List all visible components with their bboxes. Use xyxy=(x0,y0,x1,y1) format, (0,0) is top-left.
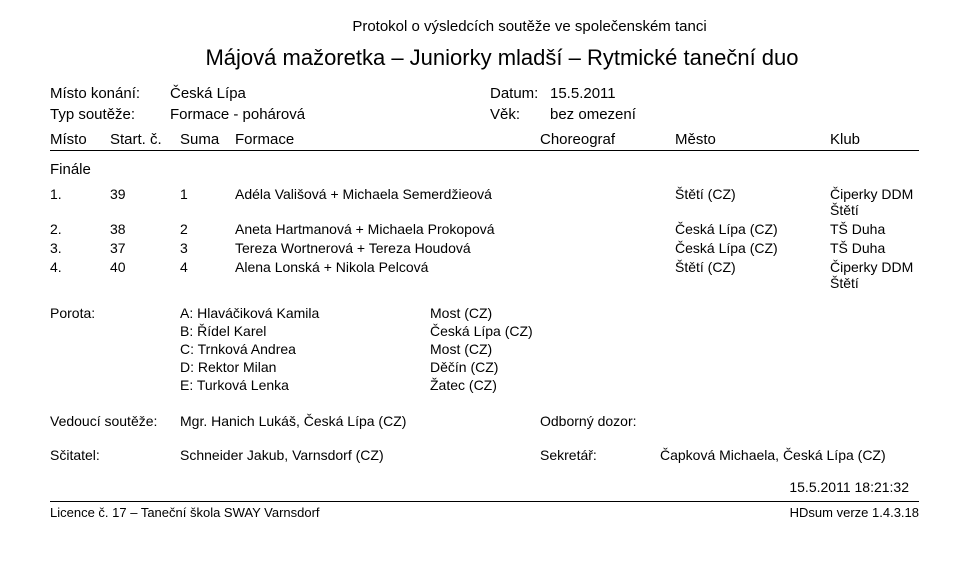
cell-club: TŠ Duha xyxy=(830,240,919,256)
cell-club: Čiperky DDM Štětí xyxy=(830,259,919,291)
secretary-value: Čapková Michaela, Česká Lípa (CZ) xyxy=(660,447,919,463)
cell-start: 38 xyxy=(110,221,180,237)
cell-choreo xyxy=(540,221,675,237)
table-row: 4.404Alena Lonská + Nikola Pelcová Štětí … xyxy=(50,259,919,291)
cell-choreo xyxy=(540,240,675,256)
table-header: Místo Start. č. Suma Formace Choreograf … xyxy=(50,131,919,148)
footer-licence: Licence č. 17 – Taneční škola SWAY Varns… xyxy=(50,505,320,520)
type-label: Typ soutěže: xyxy=(50,106,170,123)
protocol-title: Protokol o výsledcích soutěže ve společe… xyxy=(140,18,919,35)
results-container: 1.391Adéla Vališová + Michaela Semerdžie… xyxy=(50,186,919,291)
table-row: 2.382Aneta Hartmanová + Michaela Prokopo… xyxy=(50,221,919,237)
jury-name-line: E: Turková Lenka xyxy=(180,377,430,393)
officials-row-lead: Vedoucí soutěže: Mgr. Hanich Lukáš, Česk… xyxy=(50,413,919,429)
secretary-label: Sekretář: xyxy=(540,447,660,463)
table-row: 1.391Adéla Vališová + Michaela Semerdžie… xyxy=(50,186,919,218)
col-suma: Suma xyxy=(180,131,235,148)
cell-suma: 2 xyxy=(180,221,235,237)
jury-names: A: Hlaváčiková Kamila B: Řídel Karel C: Tr… xyxy=(180,305,430,395)
cell-names: Aneta Hartmanová + Michaela Prokopová xyxy=(235,221,540,237)
cell-names: Alena Lonská + Nikola Pelcová xyxy=(235,259,540,291)
cell-club: Čiperky DDM Štětí xyxy=(830,186,919,218)
cell-suma: 4 xyxy=(180,259,235,291)
date-value: 15.5.2011 xyxy=(550,85,616,102)
timestamp: 15.5.2011 18:21:32 xyxy=(50,479,919,495)
venue-label: Místo konání: xyxy=(50,85,170,102)
cell-club: TŠ Duha xyxy=(830,221,919,237)
meta-row-venue: Místo konání: Česká Lípa Datum: 15.5.201… xyxy=(50,85,919,102)
jury-city-line: Děčín (CZ) xyxy=(430,359,919,375)
col-start: Start. č. xyxy=(110,131,180,148)
cell-city: Štětí (CZ) xyxy=(675,259,830,291)
lead-value: Mgr. Hanich Lukáš, Česká Lípa (CZ) xyxy=(180,413,540,429)
jury-name-line: D: Rektor Milan xyxy=(180,359,430,375)
supervisor-label: Odborný dozor: xyxy=(540,413,660,429)
cell-names: Tereza Wortnerová + Tereza Houdová xyxy=(235,240,540,256)
table-row: 3.373Tereza Wortnerová + Tereza Houdová Č… xyxy=(50,240,919,256)
jury-label: Porota: xyxy=(50,305,180,395)
cell-suma: 1 xyxy=(180,186,235,218)
col-mesto: Město xyxy=(675,131,830,148)
cell-names: Adéla Vališová + Michaela Semerdžieová xyxy=(235,186,540,218)
cell-city: Česká Lípa (CZ) xyxy=(675,221,830,237)
jury-name-line: C: Trnková Andrea xyxy=(180,341,430,357)
jury-name-line: B: Řídel Karel xyxy=(180,323,430,339)
date-label: Datum: xyxy=(490,85,550,102)
cell-place: 2. xyxy=(50,221,110,237)
jury-city-line: Česká Lípa (CZ) xyxy=(430,323,919,339)
jury-block: Porota: A: Hlaváčiková Kamila B: Řídel Ka… xyxy=(50,305,919,395)
jury-city-line: Žatec (CZ) xyxy=(430,377,919,393)
officials-row-counter: Sčitatel: Schneider Jakub, Varnsdorf (CZ… xyxy=(50,447,919,463)
jury-city-line: Most (CZ) xyxy=(430,341,919,357)
page-root: Protokol o výsledcích soutěže ve společe… xyxy=(0,0,959,579)
cell-place: 3. xyxy=(50,240,110,256)
col-choreograf: Choreograf xyxy=(540,131,675,148)
cell-start: 40 xyxy=(110,259,180,291)
col-klub: Klub xyxy=(830,131,919,148)
cell-start: 37 xyxy=(110,240,180,256)
cell-city: Česká Lípa (CZ) xyxy=(675,240,830,256)
cell-place: 1. xyxy=(50,186,110,218)
age-label: Věk: xyxy=(490,106,550,123)
supervisor-value xyxy=(660,413,919,429)
cell-suma: 3 xyxy=(180,240,235,256)
age-value: bez omezení xyxy=(550,106,636,123)
footer: Licence č. 17 – Taneční škola SWAY Varns… xyxy=(50,501,919,520)
cell-choreo xyxy=(540,186,675,218)
jury-cities: Most (CZ) Česká Lípa (CZ) Most (CZ) Děčín (… xyxy=(430,305,919,395)
meta-row-type: Typ soutěže: Formace - pohárová Věk: bez… xyxy=(50,106,919,123)
jury-city-line: Most (CZ) xyxy=(430,305,919,321)
section-finale: Finále xyxy=(50,161,919,178)
cell-place: 4. xyxy=(50,259,110,291)
cell-start: 39 xyxy=(110,186,180,218)
cell-city: Štětí (CZ) xyxy=(675,186,830,218)
counter-value: Schneider Jakub, Varnsdorf (CZ) xyxy=(180,447,540,463)
col-formace: Formace xyxy=(235,131,540,148)
col-misto: Místo xyxy=(50,131,110,148)
header-divider xyxy=(50,150,919,151)
type-value: Formace - pohárová xyxy=(170,106,490,123)
footer-version: HDsum verze 1.4.3.18 xyxy=(790,505,919,520)
lead-label: Vedoucí soutěže: xyxy=(50,413,180,429)
jury-name-line: A: Hlaváčiková Kamila xyxy=(180,305,430,321)
counter-label: Sčitatel: xyxy=(50,447,180,463)
event-title: Májová mažoretka – Juniorky mladší – Ryt… xyxy=(85,45,919,71)
venue-value: Česká Lípa xyxy=(170,85,490,102)
cell-choreo xyxy=(540,259,675,291)
